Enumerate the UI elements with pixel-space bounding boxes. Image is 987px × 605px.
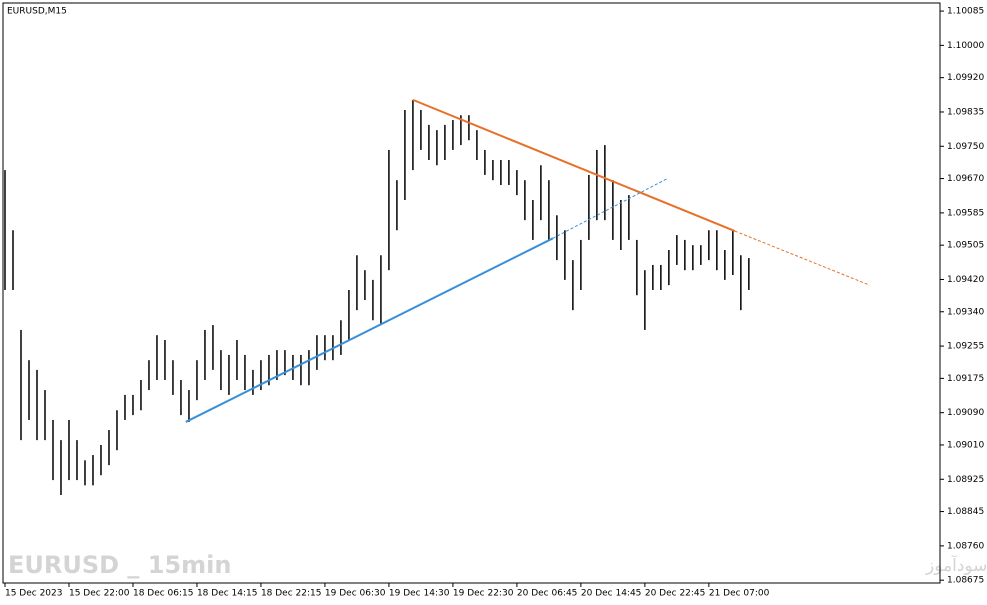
x-tick-label: 18 Dec 14:15: [197, 589, 258, 599]
x-tick-label: 21 Dec 07:00: [709, 589, 770, 599]
y-tick-label: 1.10000: [947, 41, 984, 51]
trend-extension: [734, 230, 870, 286]
y-tick-label: 1.09835: [947, 107, 984, 117]
trend-extension: [552, 177, 669, 239]
x-tick-label: 19 Dec 22:30: [453, 589, 514, 599]
y-tick-label: 1.09010: [947, 440, 984, 450]
x-tick-label: 19 Dec 14:30: [389, 589, 450, 599]
y-tick-label: 1.08925: [947, 475, 984, 485]
y-tick-label: 1.09420: [947, 275, 984, 285]
y-tick-label: 1.08845: [947, 507, 984, 517]
trend-line: [185, 237, 554, 423]
x-tick-label: 18 Dec 06:15: [133, 589, 194, 599]
y-tick-label: 1.09090: [947, 408, 984, 418]
x-tick-label: 15 Dec 22:00: [69, 589, 130, 599]
x-tick-label: 20 Dec 14:45: [581, 589, 642, 599]
y-tick-label: 1.09750: [947, 142, 984, 152]
y-tick-label: 1.09585: [947, 208, 984, 218]
plot-frame: [2, 2, 941, 584]
y-tick-label: 1.08760: [947, 541, 984, 551]
y-tick-label: 1.09255: [947, 342, 984, 352]
x-tick-label: 15 Dec 2023: [5, 589, 63, 599]
chart-title: EURUSD,M15: [7, 7, 67, 17]
y-tick-label: 1.09175: [947, 374, 984, 384]
y-tick-label: 1.08675: [947, 576, 984, 586]
watermark-fa: انتشار در سایت سودآموز: [925, 554, 987, 576]
trend-line: [412, 98, 736, 232]
y-tick-label: 1.09340: [947, 307, 984, 317]
y-tick-label: 1.09505: [947, 241, 984, 251]
x-tick-label: 19 Dec 06:30: [325, 589, 386, 599]
y-tick-label: 1.10085: [947, 7, 984, 17]
y-tick-label: 1.09920: [947, 73, 984, 83]
y-tick-label: 1.09670: [947, 174, 984, 184]
x-tick-label: 20 Dec 22:45: [645, 589, 706, 599]
x-tick-label: 18 Dec 22:15: [261, 589, 322, 599]
watermark: EURUSD _ 15min: [8, 551, 232, 579]
x-tick-label: 20 Dec 06:45: [517, 589, 578, 599]
